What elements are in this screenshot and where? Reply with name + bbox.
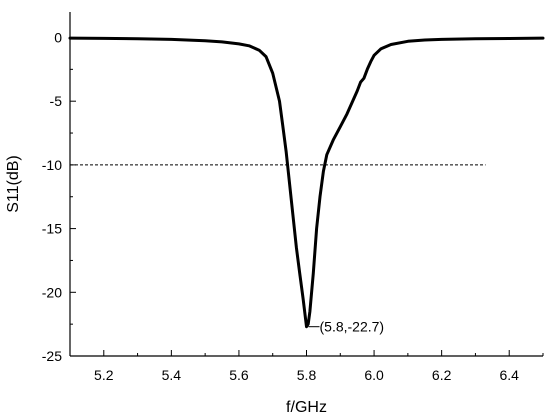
annotation-min-point: (5.8,-22.7) — [320, 319, 385, 335]
x-tick-label: 6.2 — [432, 367, 452, 383]
s11-curve-series — [68, 36, 545, 329]
x-axis-title: f/GHz — [286, 399, 327, 416]
plot-area — [68, 36, 545, 329]
y-tick-label: -25 — [42, 348, 62, 364]
x-ticks: 5.2 5.4 5.6 5.8 6.0 6.2 6.4 — [69, 350, 544, 383]
y-tick-label: -15 — [42, 221, 62, 237]
x-tick-label: 5.4 — [162, 367, 182, 383]
y-tick-label: -5 — [50, 93, 63, 109]
x-tick-label: 5.6 — [229, 367, 249, 383]
y-tick-label: -20 — [42, 284, 62, 300]
y-tick-label: -10 — [42, 157, 62, 173]
x-tick-label: 6.4 — [499, 367, 519, 383]
y-ticks: 0 -5 -10 -15 -20 -25 — [42, 29, 76, 364]
x-tick-label: 6.0 — [364, 367, 384, 383]
x-tick-label: 5.8 — [297, 367, 317, 383]
x-tick-label: 5.2 — [94, 367, 114, 383]
y-axis-title: S11(dB) — [5, 155, 22, 213]
y-tick-label: 0 — [54, 29, 62, 45]
